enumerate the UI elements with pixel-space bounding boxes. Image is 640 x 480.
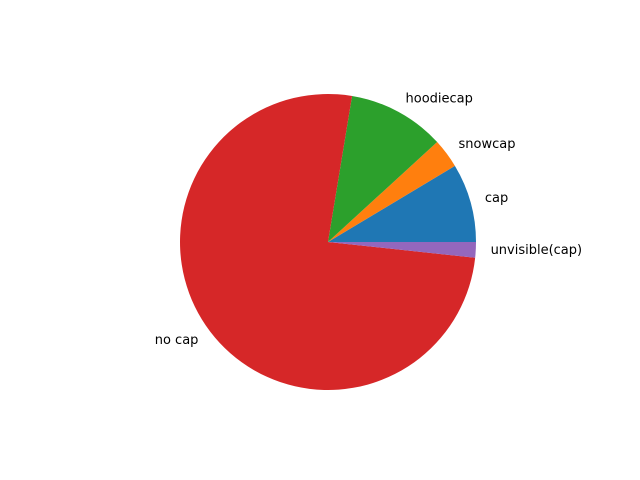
- pie-slice-no-cap: [180, 94, 476, 391]
- pie-slice-hoodiecap: [328, 95, 438, 242]
- pie-label-cap: cap: [485, 191, 508, 206]
- pie-label-snowcap: snowcap: [459, 137, 516, 152]
- pie-slice-unvisible-cap-: [328, 242, 476, 258]
- pie-slice-cap: [328, 165, 476, 242]
- pie-slice-snowcap: [328, 142, 455, 242]
- pie-label-unvisible-cap-: unvisible(cap): [491, 243, 583, 258]
- pie-slices: [180, 94, 476, 391]
- pie-labels: cap snowcap hoodiecap no cap unvisible(cap): [155, 91, 582, 348]
- pie-label-hoodiecap: hoodiecap: [406, 91, 473, 106]
- pie-label-no-cap: no cap: [155, 333, 199, 348]
